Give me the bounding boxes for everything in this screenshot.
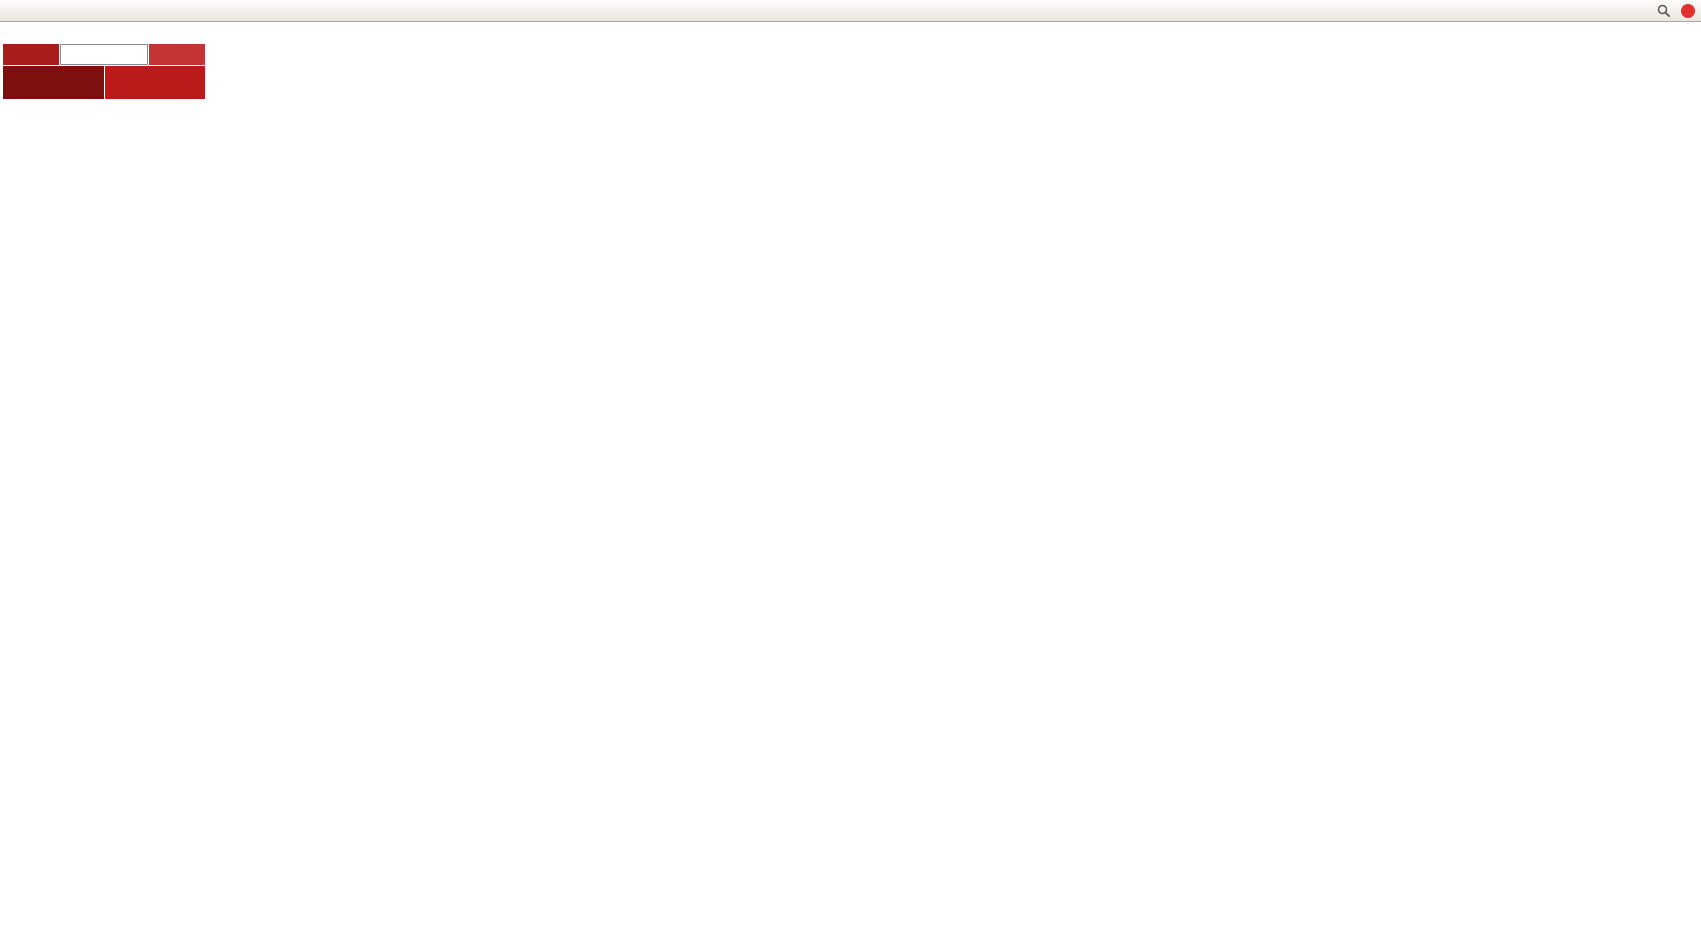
search-icon <box>1657 4 1671 17</box>
sell-button[interactable] <box>3 44 59 65</box>
toolbar <box>0 0 1701 22</box>
volume-input[interactable] <box>60 44 148 65</box>
toolbar-right <box>1653 1 1697 20</box>
search-button[interactable] <box>1653 1 1675 20</box>
one-click-trading-panel <box>3 44 205 99</box>
buy-button[interactable] <box>149 44 205 65</box>
sell-price[interactable] <box>3 66 104 99</box>
notification-badge[interactable] <box>1681 3 1695 18</box>
buy-price[interactable] <box>104 66 205 99</box>
